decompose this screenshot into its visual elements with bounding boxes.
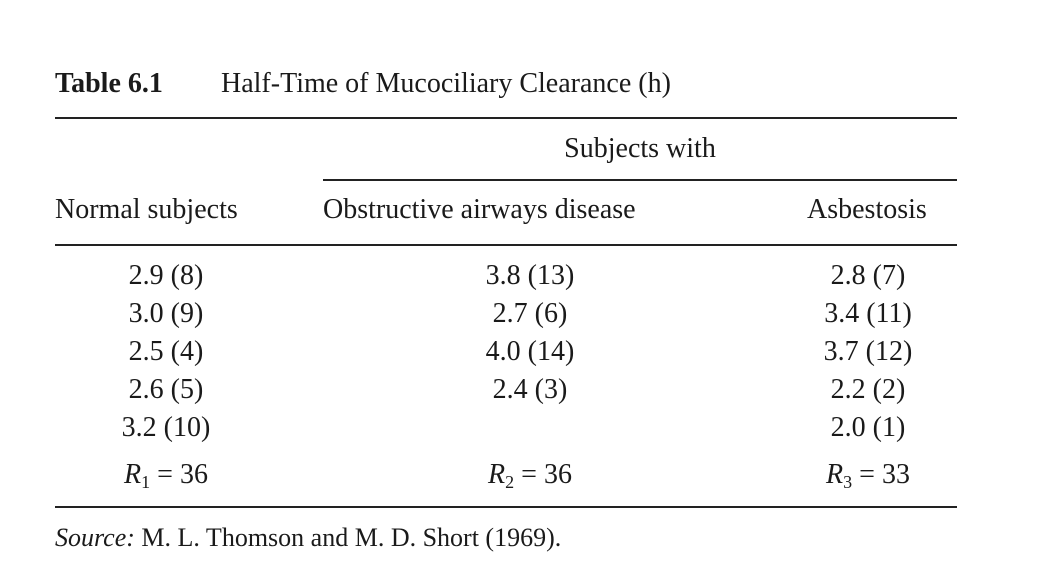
column-header: Obstructive airways disease	[323, 194, 636, 225]
table-cell: 2.7 (6)	[492, 298, 568, 329]
column-header: Normal subjects	[55, 194, 238, 225]
source-label: Source:	[55, 523, 135, 552]
table-title: Half-Time of Mucociliary Clearance (h)	[221, 68, 671, 99]
source-text: M. L. Thomson and M. D. Short (1969).	[141, 523, 562, 552]
table-cell: 3.7 (12)	[823, 336, 913, 367]
header-rule	[55, 244, 957, 246]
rank-relation: =	[521, 459, 537, 490]
rank-relation: =	[157, 459, 173, 490]
rank-value: 36	[179, 459, 208, 490]
table-cell: 2.9 (8)	[128, 260, 204, 291]
table-cell: 3.2 (10)	[121, 412, 211, 443]
top-rule	[55, 117, 957, 119]
spanner-rule	[323, 179, 957, 181]
source: Source: M. L. Thomson and M. D. Short (1…	[55, 525, 561, 551]
rank-sum: R2 = 36	[488, 459, 572, 492]
table-cell: 2.8 (7)	[830, 260, 906, 291]
column-spanner: Subjects with	[564, 133, 716, 164]
table-cell: 2.0 (1)	[830, 412, 906, 443]
bottom-rule	[55, 506, 957, 508]
rank-symbol: R	[488, 459, 506, 490]
rank-relation: =	[859, 459, 875, 490]
table-cell: 2.2 (2)	[830, 374, 906, 405]
table-cell: 2.5 (4)	[128, 336, 204, 367]
rank-sum: R1 = 36	[124, 459, 208, 492]
rank-subscript: 1	[141, 472, 151, 492]
table-cell: 2.4 (3)	[492, 374, 568, 405]
rank-subscript: 2	[505, 472, 515, 492]
rank-symbol: R	[826, 459, 844, 490]
table-cell: 2.6 (5)	[128, 374, 204, 405]
rank-sum: R3 = 33	[826, 459, 910, 492]
rank-subscript: 3	[843, 472, 853, 492]
rank-value: 33	[881, 459, 910, 490]
table-cell: 3.4 (11)	[824, 298, 912, 329]
table-cell: 3.0 (9)	[128, 298, 204, 329]
rank-symbol: R	[124, 459, 142, 490]
table-label: Table 6.1	[55, 68, 163, 99]
rank-value: 36	[543, 459, 572, 490]
column-header: Asbestosis	[807, 194, 927, 225]
table-cell: 4.0 (14)	[485, 336, 575, 367]
table-cell: 3.8 (13)	[485, 260, 575, 291]
